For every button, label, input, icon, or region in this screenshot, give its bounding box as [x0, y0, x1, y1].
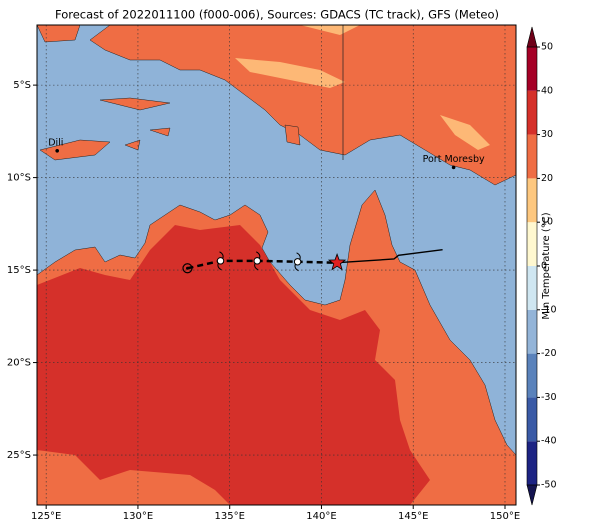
- observed-track: [337, 249, 443, 264]
- colorbar-tick-label: -30: [541, 392, 557, 403]
- colorbar-bin: [527, 47, 537, 91]
- inland-hot: [37, 225, 430, 505]
- colorbar-bin: [527, 222, 537, 266]
- city-marker: [451, 165, 456, 170]
- current-position: [327, 253, 347, 271]
- colorbar-tick-label: 50: [541, 42, 553, 53]
- y-tick-label: 15°S: [7, 265, 31, 276]
- colorbar-bin: [527, 178, 537, 223]
- forecast-point: [182, 263, 193, 274]
- overlay: Dili Port Moresby: [37, 25, 516, 505]
- map-title: Forecast of 2022011100 (f000-006), Sourc…: [55, 8, 499, 22]
- y-tick-label: 20°S: [7, 358, 31, 369]
- city-label: Port Moresby: [423, 154, 485, 165]
- city-marker: [55, 148, 59, 153]
- colorbar-tick-label: -20: [541, 348, 557, 359]
- x-tick-label: 125°E: [31, 511, 61, 522]
- colorbar-label: Min Temperature (°C): [541, 212, 552, 319]
- colorbar-bin: [527, 309, 537, 354]
- frame: [36, 24, 517, 506]
- y-tick-label: 25°S: [7, 450, 31, 461]
- colorbar-tick-label: 0: [541, 261, 547, 272]
- colorbar-under: [526, 484, 538, 506]
- colorbar-bin: [527, 266, 537, 310]
- new-guinea: [89, 25, 516, 186]
- colorbar-tick-label: -10: [541, 304, 557, 315]
- colorbar-tick-label: 10: [541, 217, 553, 228]
- y-tick-label: 10°S: [7, 173, 31, 184]
- city-label: Dili: [48, 137, 63, 148]
- colorbar-bin: [527, 134, 537, 179]
- colorbar-tick-label: 20: [541, 173, 553, 184]
- colorbar-tick-label: -40: [541, 436, 557, 447]
- colorbar-tick-label: -50: [541, 480, 557, 491]
- x-tick-label: 140°E: [306, 511, 336, 522]
- x-tick-label: 145°E: [398, 511, 428, 522]
- colorbar-bin: [527, 397, 537, 442]
- islands: [37, 25, 301, 161]
- y-tick-label: 5°S: [13, 80, 31, 91]
- colorbar-bin: [527, 90, 537, 135]
- x-tick-label: 130°E: [123, 511, 153, 522]
- x-tick-label: 135°E: [214, 511, 244, 522]
- colorbar-tick-label: 30: [541, 129, 553, 140]
- x-tick-label: 150°E: [490, 511, 520, 522]
- forecast-point: [253, 257, 261, 265]
- map-area: Dili Port Moresby: [37, 25, 516, 505]
- colorbar-over: [526, 26, 538, 48]
- forecast-point: [293, 258, 302, 266]
- highlands: [235, 25, 490, 150]
- forecast-point-core: [185, 266, 189, 270]
- colorbar-bin: [527, 353, 537, 398]
- colorbar-tick-label: 40: [541, 85, 553, 96]
- forecast-point: [216, 257, 225, 265]
- colorbar-bin: [527, 441, 537, 485]
